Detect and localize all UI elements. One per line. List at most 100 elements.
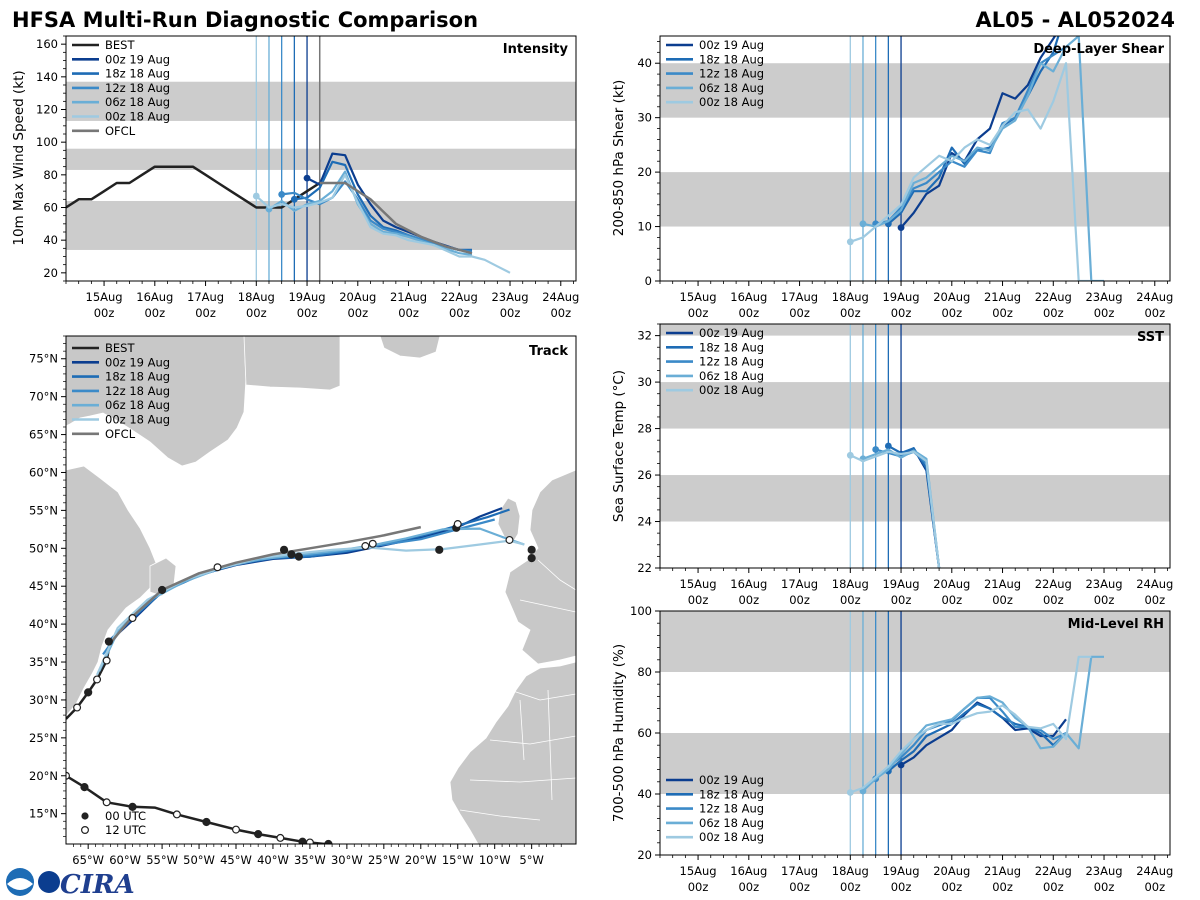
svalbard-land (379, 336, 441, 359)
sst-band (660, 475, 1170, 522)
track-marker-00utc (287, 550, 296, 559)
shear-series-00z-18-aug (849, 62, 1092, 281)
noaa-logo (6, 868, 60, 896)
shear-legend-label: 18z 18 Aug (699, 52, 764, 66)
track-marker-12utc (505, 535, 514, 544)
rh-xtick-label: 00z (789, 880, 810, 894)
rh-ylabel: 700-500 hPa Humidity (%) (611, 644, 627, 822)
track-marker-legend-label: 12 UTC (105, 823, 146, 837)
rh-ytick-label: 40 (637, 787, 652, 801)
intensity-series-best (66, 165, 321, 209)
sst-xtick-label: 00z (1144, 593, 1165, 607)
rh-legend-label: 00z 19 Aug (699, 773, 764, 787)
track-legend-marker-12utc (80, 825, 89, 834)
intensity-init-point (303, 174, 311, 182)
track-xtick-label: 5°W (519, 853, 543, 867)
sst-xtick-label: 00z (789, 593, 810, 607)
rh-init-point (846, 789, 854, 796)
track-xtick-label: 40°W (257, 853, 289, 867)
sst-xtick-label: 00z (738, 593, 759, 607)
sst-xtick-label: 16Aug (730, 577, 767, 591)
intensity-xtick-label: 00z (144, 306, 165, 320)
track-legend-marker-00utc (81, 812, 89, 820)
sst-xtick-label: 00z (1094, 593, 1115, 607)
track-marker-12utc (102, 798, 111, 807)
track-ytick-label: 55°N (29, 503, 58, 517)
shear-legend-label: 00z 18 Aug (699, 95, 764, 109)
shear-legend-label: 00z 19 Aug (699, 38, 764, 52)
sst-init-point (846, 451, 854, 459)
intensity-ytick-label: 40 (43, 233, 58, 247)
shear-xtick-label: 00z (992, 306, 1013, 320)
country-borders (459, 559, 576, 821)
rh-xtick-label: 16Aug (730, 864, 767, 878)
shear-xtick-label: 16Aug (730, 290, 767, 304)
intensity-legend-label: 06z 18 Aug (105, 95, 170, 109)
track-panel: 65°W 60°W 55°W 50°W 45°W 40°W 35°W 30°W 25°W 20°W… (29, 335, 577, 867)
track-ytick-label: 65°N (29, 428, 58, 442)
shear-ytick-label: 40 (637, 56, 652, 70)
track-ytick-label: 30°N (29, 693, 58, 707)
shear-xtick-label: 00z (891, 306, 912, 320)
intensity-xtick-label: 00z (195, 306, 216, 320)
shear-init-point (846, 238, 854, 246)
track-marker-12utc (305, 838, 314, 844)
track-marker-legend-label: 00 UTC (105, 809, 146, 823)
track-ytick-label: 75°N (29, 352, 58, 366)
shear-xtick-label: 23Aug (1085, 290, 1122, 304)
rh-xtick-label: 19Aug (882, 864, 919, 878)
rh-title: Mid-Level RH (1068, 617, 1164, 632)
shear-ytick-label: 30 (637, 111, 652, 125)
track-marker-00utc (202, 817, 211, 827)
track-marker-12utc (102, 656, 111, 665)
shear-ytick-label: 10 (637, 220, 652, 234)
rh-series-00z-18-aug (849, 655, 1092, 794)
track-frame (65, 335, 577, 845)
shear-xtick-label: 00z (1043, 306, 1064, 320)
intensity-ytick-label: 20 (43, 266, 58, 280)
shear-xtick-label: 15Aug (680, 290, 717, 304)
land-masses (66, 336, 576, 844)
rh-xtick-label: 21Aug (984, 864, 1021, 878)
intensity-xtick-label: 23Aug (491, 290, 528, 304)
rh-ytick-label: 80 (637, 665, 652, 679)
track-marker-00utc (527, 545, 536, 554)
shear-legend-label: 12z 18 Aug (699, 67, 764, 81)
rh-xtick-label: 00z (738, 880, 759, 894)
track-ytick-label: 20°N (29, 769, 58, 783)
rh-legend-label: 00z 18 Aug (699, 830, 764, 844)
shear-legend-label: 06z 18 Aug (699, 81, 764, 95)
track-xtick-label: 50°W (183, 853, 215, 867)
rh-xtick-label: 23Aug (1085, 864, 1122, 878)
shear-xtick-label: 17Aug (781, 290, 818, 304)
track-legend-label: 18z 18 Aug (105, 370, 170, 384)
intensity-band (66, 81, 576, 121)
shear-ytick-label: 0 (645, 274, 652, 288)
shear-xtick-label: 21Aug (984, 290, 1021, 304)
intensity-xtick-label: 00z (550, 306, 571, 320)
track-legend-label: OFCL (105, 427, 136, 441)
shear-xtick-label: 18Aug (832, 290, 869, 304)
track-xtick-label: 45°W (220, 853, 252, 867)
intensity-xtick-label: 00z (398, 306, 419, 320)
intensity-xtick-label: 24Aug (542, 290, 579, 304)
intensity-series-12z-18-aug (281, 180, 473, 253)
shear-band (660, 172, 1170, 227)
sst-band (660, 382, 1170, 429)
rh-series-18z-18-aug (887, 702, 1067, 772)
intensity-legend-label: OFCL (105, 124, 136, 138)
intensity-legend-label: 12z 18 Aug (105, 81, 170, 95)
shear-series-00z-19-aug (900, 36, 1057, 229)
rh-xtick-label: 17Aug (781, 864, 818, 878)
sst-xtick-label: 21Aug (984, 577, 1021, 591)
sst-xtick-label: 24Aug (1136, 577, 1173, 591)
rh-xtick-label: 00z (891, 880, 912, 894)
sst-legend-label: 18z 18 Aug (699, 340, 764, 354)
sst-panel: 15Aug 00z 16Aug 00z 17Aug 00z 18Aug 00z 19Aug 00z… (611, 323, 1173, 607)
track-legend-label: 00z 19 Aug (105, 355, 170, 369)
sst-ytick-label: 24 (637, 515, 652, 529)
sst-ytick-label: 32 (637, 329, 652, 343)
sst-ytick-label: 22 (637, 561, 652, 575)
rh-xtick-label: 15Aug (680, 864, 717, 878)
